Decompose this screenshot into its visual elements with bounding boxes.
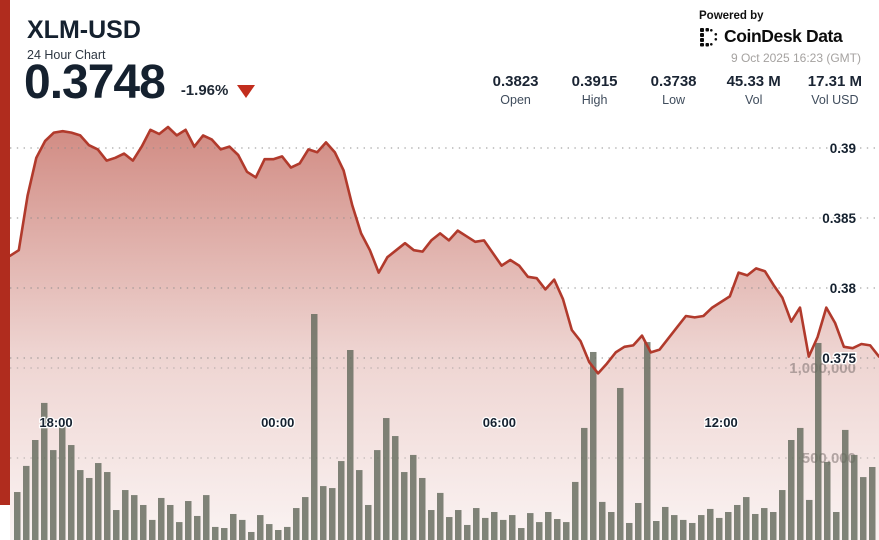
header: XLM-USD 24 Hour Chart [27, 16, 141, 62]
stat-low-value: 0.3738 [650, 73, 697, 90]
svg-text:12:00: 12:00 [704, 415, 737, 430]
brand-name: CoinDesk Data [724, 26, 843, 46]
svg-text:0.39: 0.39 [830, 141, 856, 156]
svg-text:1,000,000: 1,000,000 [789, 360, 856, 377]
left-accent-bar [0, 0, 10, 505]
price-change: -1.96% [180, 82, 229, 100]
svg-text:00:00: 00:00 [261, 415, 294, 430]
powered-by-block: Powered by CoinDesk Data 9 Oct 2025 16 [699, 10, 861, 65]
stat-vol-usd-label: Vol USD [811, 93, 859, 107]
current-price: 0.3748 [24, 56, 166, 109]
svg-text:0.385: 0.385 [822, 211, 856, 226]
stat-open-value: 0.3823 [492, 73, 539, 90]
stat-low: 0.3738 Low [648, 73, 700, 107]
powered-by-label: Powered by [699, 10, 764, 22]
stat-high: 0.3915 High [569, 73, 621, 107]
stat-low-label: Low [662, 93, 686, 107]
stat-open: 0.3823 Open [490, 73, 542, 107]
chart-subtitle: 24 Hour Chart [27, 48, 106, 62]
stat-open-label: Open [500, 93, 531, 107]
stat-vol-usd-value: 17.31 M [807, 73, 862, 90]
stat-vol-value: 45.33 M [726, 73, 781, 90]
stat-vol: 45.33 M Vol [727, 73, 781, 107]
timestamp: 9 Oct 2025 16:23 (GMT) [730, 51, 861, 65]
stat-high-value: 0.3915 [571, 73, 618, 90]
stats-row: 0.3823 Open 0.3915 High 0.3738 Low 45.33… [490, 73, 862, 107]
svg-text:0.38: 0.38 [830, 281, 857, 296]
stat-vol-usd: 17.31 M Vol USD [808, 73, 862, 107]
stat-vol-label: Vol [745, 93, 763, 107]
page-title: XLM-USD [27, 16, 141, 44]
stat-high-label: High [581, 93, 608, 107]
svg-text:18:00: 18:00 [39, 415, 72, 430]
svg-text:06:00: 06:00 [483, 415, 516, 430]
svg-text:0.375: 0.375 [822, 351, 856, 366]
brand-row: CoinDesk Data [699, 26, 861, 47]
coindesk-logo-icon [700, 27, 718, 46]
price-row: 0.3748 -1.96% [24, 56, 256, 109]
down-arrow-icon [237, 85, 256, 99]
